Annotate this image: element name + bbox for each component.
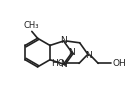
Text: N: N — [69, 48, 75, 57]
Text: N: N — [60, 36, 67, 45]
Text: N: N — [60, 60, 67, 69]
Text: CH₃: CH₃ — [23, 21, 39, 30]
Text: N: N — [85, 51, 92, 60]
Text: HO: HO — [51, 59, 65, 68]
Text: OH: OH — [113, 59, 126, 68]
